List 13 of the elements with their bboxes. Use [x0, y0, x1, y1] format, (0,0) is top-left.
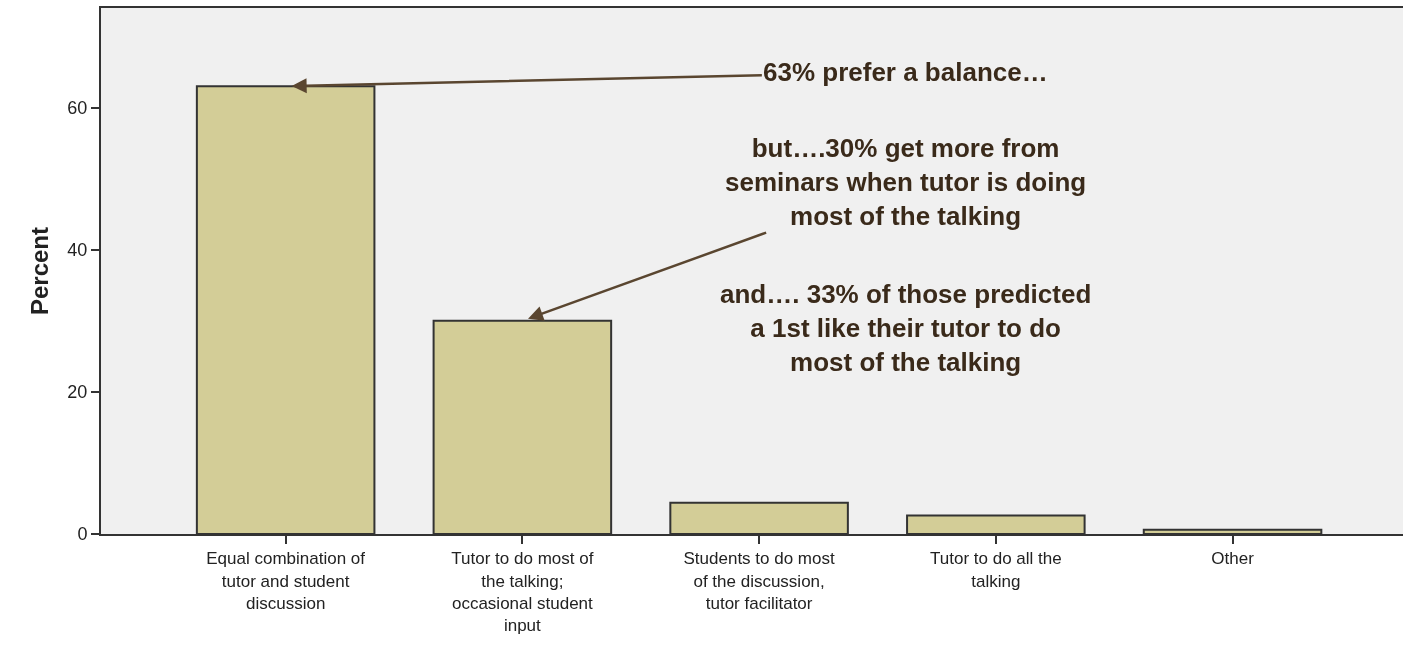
annotation: and…. 33% of those predicted a 1st like their tutor to do most of the talking [720, 279, 1092, 377]
x-tick-label: Tutor to do most of the talking; occasional student input [451, 549, 594, 635]
y-axis-title: Percent [25, 226, 53, 316]
y-tick-label: 60 [67, 97, 88, 118]
y-tick-label: 40 [67, 239, 88, 260]
y-tick-label: 20 [67, 382, 88, 403]
annotation: but….30% get more from seminars when tutor is doing most of the talking [725, 133, 1087, 231]
x-tick-label: Students to do most of the discussion, tutor facilitator [683, 549, 835, 613]
x-tick-label: Tutor to do all the talking [929, 549, 1062, 591]
x-tick-label: Other [1211, 549, 1255, 569]
x-tick-label: Equal combination of tutor and student discussion [206, 549, 366, 613]
annotation: 63% prefer a balance… [763, 57, 1048, 87]
y-tick-label: 0 [77, 524, 88, 545]
